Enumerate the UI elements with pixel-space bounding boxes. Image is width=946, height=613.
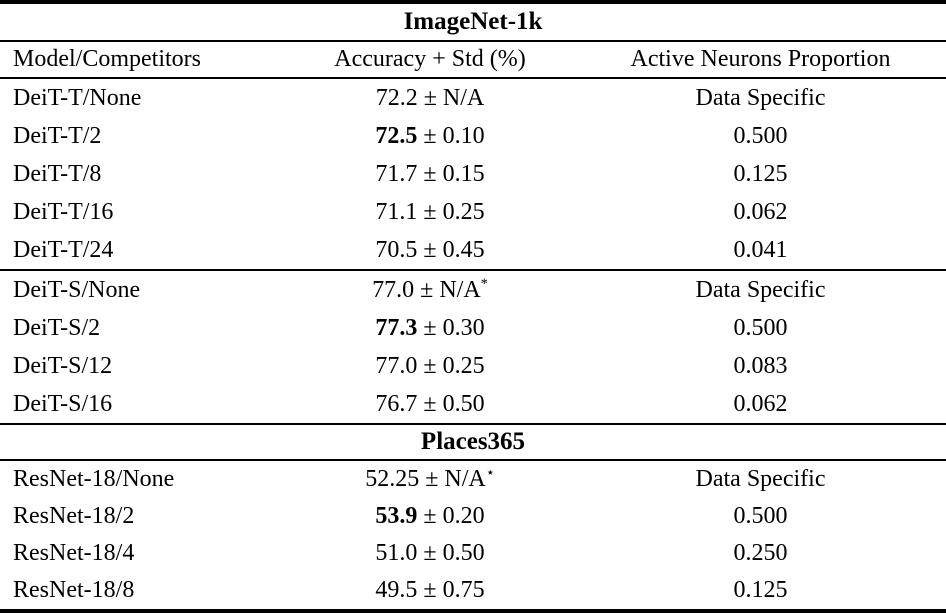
accuracy-std: ± 0.75 — [423, 577, 485, 603]
accuracy-cell: 49.5 ± 0.75 — [285, 577, 575, 604]
proportion-cell: 0.062 — [733, 198, 788, 225]
table-row: DeiT-S/12 77.0 ± 0.25 0.083 — [0, 347, 946, 385]
accuracy-cell: 53.9 ± 0.20 — [285, 503, 575, 530]
star-marker: ⋆ — [485, 465, 495, 481]
model-cell: DeiT-S/2 — [13, 314, 101, 341]
proportion-cell: 0.250 — [733, 540, 788, 566]
section-title-text: ImageNet-1k — [403, 8, 543, 35]
section-title-places: Places365 — [0, 425, 946, 459]
table-row: DeiT-T/2 72.5 ± 0.10 0.500 — [0, 117, 946, 155]
accuracy-std: ± N/A — [420, 276, 481, 303]
proportion-cell: 0.125 — [733, 577, 788, 603]
table-row: DeiT-S/2 77.3 ± 0.30 0.500 — [0, 309, 946, 347]
section-title-imagenet: ImageNet-1k — [0, 4, 946, 40]
accuracy-value: 70.5 — [375, 236, 418, 263]
table-row: DeiT-T/None 72.2 ± N/A Data Specific — [0, 79, 946, 117]
table-row: DeiT-T/16 71.1 ± 0.25 0.062 — [0, 193, 946, 231]
asterisk-marker: * — [480, 275, 488, 292]
model-cell: DeiT-T/24 — [13, 236, 114, 263]
accuracy-std: ± 0.25 — [423, 198, 485, 225]
accuracy-value: 53.9 — [375, 503, 418, 529]
title-rule — [0, 40, 946, 42]
table-row: DeiT-T/8 71.7 ± 0.15 0.125 — [0, 155, 946, 193]
table-row: DeiT-T/24 70.5 ± 0.45 0.041 — [0, 231, 946, 269]
accuracy-std: ± 0.50 — [423, 390, 485, 417]
top-rule — [0, 0, 946, 4]
accuracy-std: ± 0.10 — [423, 122, 485, 149]
proportion-cell: Data Specific — [695, 276, 826, 303]
accuracy-cell: 71.7 ± 0.15 — [285, 161, 575, 188]
accuracy-cell: 52.25 ± N/A⋆ — [285, 466, 575, 493]
accuracy-cell: 77.0 ± N/A* — [285, 275, 575, 304]
proportion-cell: 0.041 — [733, 236, 788, 263]
accuracy-std: ± 0.50 — [423, 540, 485, 566]
bottom-rule — [0, 609, 946, 613]
title-rule — [0, 459, 946, 461]
accuracy-std: ± N/A — [423, 84, 485, 111]
accuracy-std: ± 0.45 — [423, 236, 485, 263]
accuracy-cell: 72.5 ± 0.10 — [285, 123, 575, 150]
column-header-row: Model/Competitors Accuracy + Std (%) Act… — [0, 42, 946, 77]
accuracy-cell: 70.5 ± 0.45 — [285, 237, 575, 264]
accuracy-value: 77.3 — [375, 314, 418, 341]
accuracy-cell: 71.1 ± 0.25 — [285, 199, 575, 226]
accuracy-std: ± 0.25 — [423, 352, 485, 379]
col-header-accuracy: Accuracy + Std (%) — [334, 46, 526, 72]
accuracy-cell: 72.2 ± N/A — [285, 85, 575, 112]
accuracy-value: 71.1 — [375, 198, 418, 225]
accuracy-value: 76.7 — [375, 390, 418, 417]
proportion-cell: Data Specific — [695, 466, 826, 492]
accuracy-cell: 77.0 ± 0.25 — [285, 353, 575, 380]
accuracy-value: 49.5 — [375, 577, 418, 603]
accuracy-value: 77.0 — [372, 276, 415, 303]
accuracy-value: 72.5 — [375, 122, 418, 149]
model-cell: ResNet-18/4 — [13, 540, 135, 566]
model-cell: ResNet-18/8 — [13, 577, 135, 603]
table-row: ResNet-18/None 52.25 ± N/A⋆ Data Specifi… — [0, 461, 946, 498]
model-cell: DeiT-T/16 — [13, 198, 114, 225]
accuracy-std: ± N/A — [425, 466, 486, 492]
proportion-cell: 0.125 — [733, 160, 788, 187]
accuracy-value: 77.0 — [375, 352, 418, 379]
model-cell: ResNet-18/None — [13, 466, 175, 492]
col-header-model: Model/Competitors — [13, 46, 201, 72]
proportion-cell: Data Specific — [695, 84, 826, 111]
model-cell: DeiT-T/2 — [13, 122, 102, 149]
proportion-cell: 0.500 — [733, 122, 788, 149]
accuracy-value: 51.0 — [375, 540, 418, 566]
model-cell: ResNet-18/2 — [13, 503, 135, 529]
section-divider-rule — [0, 423, 946, 425]
proportion-cell: 0.500 — [733, 314, 788, 341]
accuracy-value: 72.2 — [375, 84, 418, 111]
accuracy-std: ± 0.15 — [423, 160, 485, 187]
section-title-text: Places365 — [420, 428, 526, 455]
table-row: DeiT-S/16 76.7 ± 0.50 0.062 — [0, 385, 946, 423]
model-cell: DeiT-T/8 — [13, 160, 102, 187]
model-cell: DeiT-T/None — [13, 84, 142, 111]
model-cell: DeiT-S/12 — [13, 352, 113, 379]
proportion-cell: 0.062 — [733, 390, 788, 417]
accuracy-cell: 76.7 ± 0.50 — [285, 391, 575, 418]
accuracy-cell: 51.0 ± 0.50 — [285, 540, 575, 567]
group-divider-rule — [0, 269, 946, 271]
table-row: ResNet-18/4 51.0 ± 0.50 0.250 — [0, 535, 946, 572]
model-cell: DeiT-S/16 — [13, 390, 113, 417]
table-row: DeiT-S/None 77.0 ± N/A* Data Specific — [0, 271, 946, 309]
proportion-cell: 0.500 — [733, 503, 788, 529]
accuracy-value: 52.25 — [365, 466, 420, 492]
accuracy-std: ± 0.30 — [423, 314, 485, 341]
col-header-neurons: Active Neurons Proportion — [630, 46, 891, 72]
accuracy-cell: 77.3 ± 0.30 — [285, 315, 575, 342]
table-row: ResNet-18/2 53.9 ± 0.20 0.500 — [0, 498, 946, 535]
accuracy-std: ± 0.20 — [423, 503, 485, 529]
model-cell: DeiT-S/None — [13, 276, 141, 303]
header-rule — [0, 77, 946, 79]
proportion-cell: 0.083 — [733, 352, 788, 379]
accuracy-value: 71.7 — [375, 160, 418, 187]
table-row: ResNet-18/8 49.5 ± 0.75 0.125 — [0, 572, 946, 609]
